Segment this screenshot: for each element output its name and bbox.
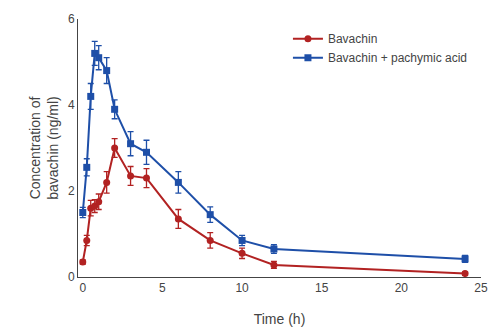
svg-text:10: 10 — [235, 281, 249, 295]
svg-text:Bavachin + pachymic acid: Bavachin + pachymic acid — [328, 51, 467, 65]
svg-text:25: 25 — [474, 281, 488, 295]
svg-text:20: 20 — [395, 281, 409, 295]
svg-text:2: 2 — [68, 184, 75, 198]
svg-text:0: 0 — [79, 281, 86, 295]
svg-text:4: 4 — [68, 98, 75, 112]
svg-text:0: 0 — [68, 270, 75, 284]
svg-text:15: 15 — [315, 281, 329, 295]
svg-text:Time (h): Time (h) — [254, 311, 306, 327]
svg-text:5: 5 — [159, 281, 166, 295]
svg-text:6: 6 — [68, 12, 75, 26]
svg-text:Bavachin: Bavachin — [328, 32, 377, 46]
svg-text:Concentration ofbavachin (ng/m: Concentration ofbavachin (ng/ml) — [27, 96, 61, 200]
